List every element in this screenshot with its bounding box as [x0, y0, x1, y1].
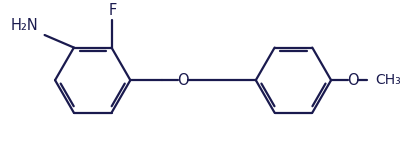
Text: H₂N: H₂N — [11, 18, 38, 33]
Text: F: F — [109, 3, 117, 18]
Text: O: O — [347, 73, 359, 88]
Text: CH₃: CH₃ — [375, 73, 401, 87]
Text: O: O — [177, 73, 188, 88]
